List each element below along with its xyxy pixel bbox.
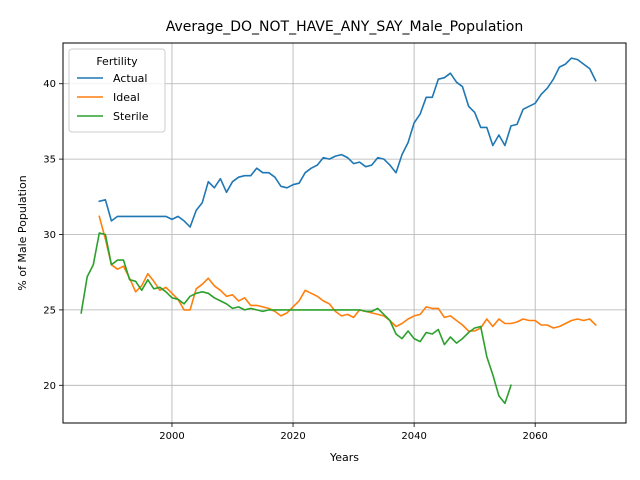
x-tick-label: 2060 bbox=[522, 431, 547, 442]
y-axis-label: % of Male Population bbox=[16, 175, 29, 290]
series-lines bbox=[80, 57, 597, 405]
x-tick-label: 2040 bbox=[401, 431, 426, 442]
y-tick-label: 25 bbox=[43, 305, 56, 316]
y-tick-label: 40 bbox=[43, 79, 56, 90]
series-line-actual bbox=[98, 57, 597, 228]
chart-title: Average_DO_NOT_HAVE_ANY_SAY_Male_Populat… bbox=[166, 19, 523, 35]
legend-box bbox=[68, 48, 166, 133]
x-axis-ticks: 2000 2020 2040 2060 bbox=[159, 423, 548, 442]
legend: Fertility Actual Ideal Sterile bbox=[68, 48, 166, 133]
legend-label-ideal: Ideal bbox=[113, 91, 140, 104]
y-tick-label: 20 bbox=[43, 381, 56, 392]
y-axis-ticks: 20 25 30 35 40 bbox=[43, 79, 63, 392]
series-line-sterile bbox=[80, 232, 513, 405]
series-line-ideal bbox=[98, 215, 597, 332]
x-tick-label: 2000 bbox=[159, 431, 184, 442]
y-tick-label: 30 bbox=[43, 230, 56, 241]
legend-label-actual: Actual bbox=[113, 72, 147, 85]
x-tick-label: 2020 bbox=[280, 431, 305, 442]
plot-frame bbox=[62, 42, 627, 424]
legend-title: Fertility bbox=[96, 55, 138, 68]
x-axis-label: Years bbox=[329, 451, 359, 464]
y-tick-label: 35 bbox=[43, 155, 56, 166]
legend-label-sterile: Sterile bbox=[113, 110, 149, 123]
